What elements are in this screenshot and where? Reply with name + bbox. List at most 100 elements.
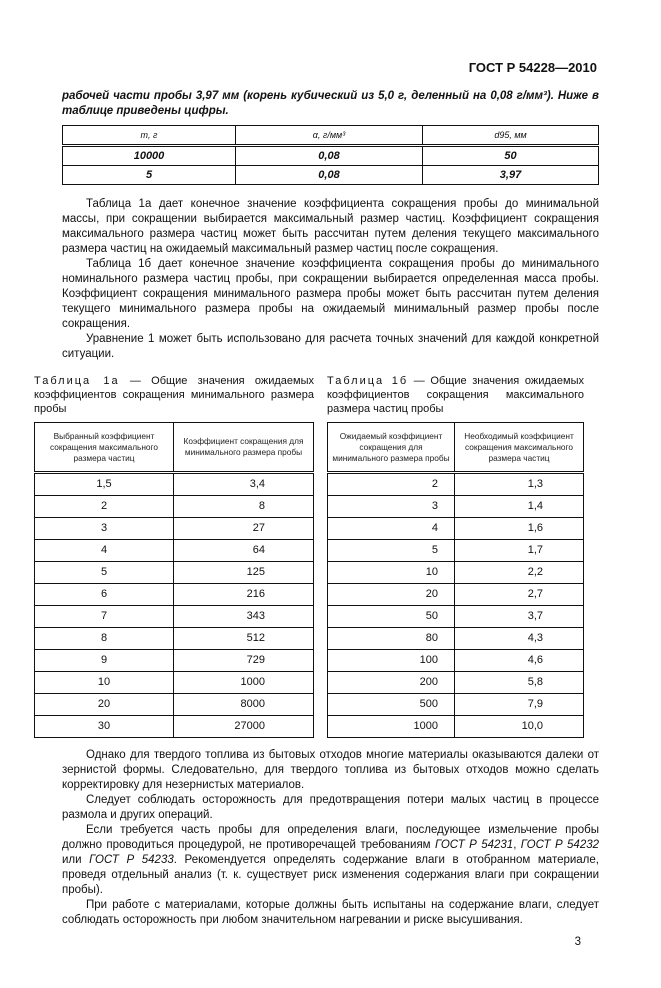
cell: 5 <box>62 165 236 185</box>
table-row: 3 1,4 <box>327 495 584 518</box>
cell: 1,3 <box>454 472 584 496</box>
table-row: 4 64 <box>34 539 314 562</box>
cell: 4,3 <box>454 627 584 650</box>
cell: 1000 <box>173 671 314 694</box>
table-1b: Ожидаемый коэффициент сокращения для мин… <box>327 422 584 738</box>
table-row: 2 1,3 <box>327 472 584 496</box>
caption-label: Таблица 1б <box>327 375 409 387</box>
cell: 4 <box>327 517 455 540</box>
cell: 27 <box>173 517 314 540</box>
cell: 8 <box>173 495 314 518</box>
cell: 1,7 <box>454 539 584 562</box>
cell: 3,7 <box>454 605 584 628</box>
cell: 2,2 <box>454 561 584 584</box>
paragraph: Таблица 1б дает конечное значение коэффи… <box>62 258 599 330</box>
cell: 4,6 <box>454 649 584 672</box>
table-header-row: Выбранный коэффициент сокращения максима… <box>34 422 314 474</box>
header-cell: Выбранный коэффициент сокращения максима… <box>34 422 174 474</box>
table-row: 3 27 <box>34 517 314 540</box>
caption-text: — Общие значения ожидаемых коэффициентов… <box>34 375 314 415</box>
table-header-row: m, г α, г/мм³ d95, мм <box>62 125 599 147</box>
cell: 7 <box>34 605 174 628</box>
cell: 2,7 <box>454 583 584 606</box>
paragraph: При работе с материалами, которые должны… <box>62 899 599 926</box>
cell: 2 <box>327 472 455 496</box>
table-row: 4 1,6 <box>327 517 584 540</box>
document-id-header: ГОСТ Р 54228—2010 <box>468 60 597 75</box>
table-row: 10 2,2 <box>327 561 584 584</box>
cell: 512 <box>173 627 314 650</box>
cell: 1,6 <box>454 517 584 540</box>
table-row: 10000 0,08 50 <box>62 145 599 166</box>
page-number: 3 <box>574 936 581 948</box>
cell: 0,08 <box>235 145 423 166</box>
paragraph: Если требуется часть пробы для определен… <box>62 823 599 898</box>
cell: 3 <box>34 517 174 540</box>
table-header-row: Ожидаемый коэффициент сокращения для мин… <box>327 422 584 474</box>
cell: 125 <box>173 561 314 584</box>
table-row: 5 1,7 <box>327 539 584 562</box>
table-row: 6 216 <box>34 583 314 606</box>
tables-row: Таблица 1а — Общие значения ожидаемых ко… <box>34 374 584 738</box>
body-text-bottom: Однако для твердого топлива из бытовых о… <box>62 748 599 928</box>
table-row: 7 343 <box>34 605 314 628</box>
cell: 8000 <box>173 693 314 716</box>
cell: 1,4 <box>454 495 584 518</box>
table-row: 200 5,8 <box>327 671 584 694</box>
text: , <box>513 839 521 851</box>
table-1b-caption: Таблица 1б — Общие значения ожидаемых ко… <box>327 374 584 416</box>
cell: 80 <box>327 627 455 650</box>
table-row: 1000 10,0 <box>327 715 584 738</box>
text: . Рекомендуется определять содержание вл… <box>62 854 599 896</box>
header-cell: α, г/мм³ <box>235 125 423 147</box>
cell: 500 <box>327 693 455 716</box>
table-row: 50 3,7 <box>327 605 584 628</box>
cell: 3,4 <box>173 472 314 496</box>
table-row: 1,5 3,4 <box>34 472 314 496</box>
standard-reference: ГОСТ Р 54231 <box>434 839 514 851</box>
paragraph: Следует соблюдать осторожность для предо… <box>62 794 599 821</box>
cell: 200 <box>327 671 455 694</box>
table-row: 30 27000 <box>34 715 314 738</box>
header-cell: d95, мм <box>422 125 599 147</box>
table-row: 9 729 <box>34 649 314 672</box>
paragraph: Однако для твердого топлива из бытовых о… <box>62 749 599 791</box>
table-1a-block: Таблица 1а — Общие значения ожидаемых ко… <box>34 374 314 738</box>
caption-label: Таблица 1а <box>34 375 120 387</box>
table-1b-block: Таблица 1б — Общие значения ожидаемых ко… <box>327 374 584 738</box>
header-cell: m, г <box>62 125 236 147</box>
standard-reference: ГОСТ Р 54232 <box>520 839 600 851</box>
standard-reference: ГОСТ Р 54233 <box>89 854 174 866</box>
paragraph: Уравнение 1 может быть использовано для … <box>62 333 599 360</box>
cell: 729 <box>173 649 314 672</box>
table-row: 5 0,08 3,97 <box>62 165 599 185</box>
table-row: 20 2,7 <box>327 583 584 606</box>
cell: 5,8 <box>454 671 584 694</box>
table-1a: Выбранный коэффициент сокращения максима… <box>34 422 314 738</box>
cell: 20 <box>327 583 455 606</box>
header-cell: Коэффициент сокращения для минимального … <box>173 422 314 474</box>
cell: 0,08 <box>235 165 423 185</box>
cell: 64 <box>173 539 314 562</box>
cell: 2 <box>34 495 174 518</box>
cell: 10 <box>34 671 174 694</box>
text: или <box>62 854 90 866</box>
mass-size-table: m, г α, г/мм³ d95, мм 10000 0,08 50 5 0,… <box>62 125 599 185</box>
table-row: 80 4,3 <box>327 627 584 650</box>
cell: 3,97 <box>422 165 599 185</box>
cell: 343 <box>173 605 314 628</box>
cell: 50 <box>422 145 599 166</box>
cell: 100 <box>327 649 455 672</box>
cell: 30 <box>34 715 174 738</box>
cell: 50 <box>327 605 455 628</box>
cell: 3 <box>327 495 455 518</box>
cell: 216 <box>173 583 314 606</box>
cell: 6 <box>34 583 174 606</box>
table-1a-caption: Таблица 1а — Общие значения ожидаемых ко… <box>34 374 314 416</box>
cell: 20 <box>34 693 174 716</box>
header-cell: Необходимый коэффициент сокращения макси… <box>454 422 584 474</box>
body-text-top: Таблица 1а дает конечное значение коэффи… <box>62 197 599 362</box>
cell: 9 <box>34 649 174 672</box>
